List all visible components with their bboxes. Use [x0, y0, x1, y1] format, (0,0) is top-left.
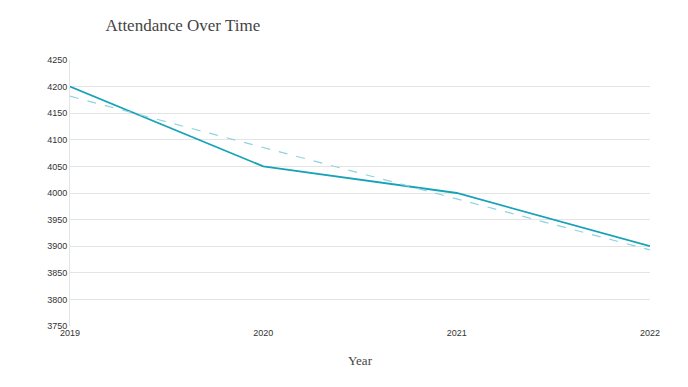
svg-text:4150: 4150: [47, 108, 67, 118]
svg-text:4050: 4050: [47, 162, 67, 172]
svg-text:4000: 4000: [47, 188, 67, 198]
svg-text:2021: 2021: [447, 328, 467, 338]
svg-text:3850: 3850: [47, 268, 67, 278]
svg-text:3900: 3900: [47, 241, 67, 251]
svg-text:Attendance Over Time: Attendance Over Time: [105, 16, 260, 35]
svg-text:2019: 2019: [60, 328, 80, 338]
svg-text:4100: 4100: [47, 135, 67, 145]
svg-text:3750: 3750: [47, 321, 67, 331]
svg-text:4200: 4200: [47, 82, 67, 92]
svg-text:2022: 2022: [640, 328, 660, 338]
svg-text:3950: 3950: [47, 215, 67, 225]
svg-text:2020: 2020: [253, 328, 273, 338]
svg-text:4250: 4250: [47, 55, 67, 65]
svg-text:Year: Year: [348, 353, 373, 368]
svg-text:3800: 3800: [47, 295, 67, 305]
